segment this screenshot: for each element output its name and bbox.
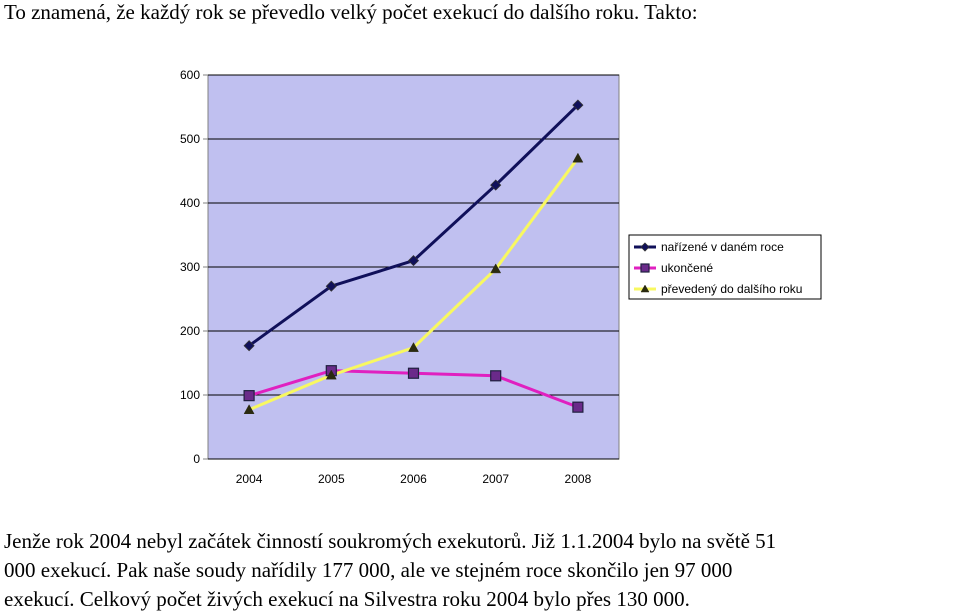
point-marker-diamond xyxy=(243,340,255,352)
point-marker-triangle xyxy=(490,263,502,274)
intro-text: To znamená, že každý rok se převedlo vel… xyxy=(4,0,698,24)
point-marker-triangle xyxy=(408,342,419,352)
point-marker-square xyxy=(243,390,255,402)
y-tick-label: 600 xyxy=(180,68,200,82)
legend-label: převedený do dalšího roku xyxy=(661,282,802,296)
paragraph-line-2: 000 exekucí. Pak naše soudy nařídily 177… xyxy=(4,558,733,582)
point-marker-triangle xyxy=(572,152,584,163)
point-marker-triangle xyxy=(640,284,650,293)
point-marker-diamond xyxy=(640,242,650,252)
paragraph-line-3: exekucí. Celkový počet živých exekucí na… xyxy=(4,587,690,611)
legend: nařízené v daném roce ukončené převedený d… xyxy=(628,234,822,300)
y-axis-ticks: 0 100 200 300 400 500 600 xyxy=(180,68,208,466)
point-marker-triangle xyxy=(325,369,337,380)
point-marker-triangle xyxy=(243,404,255,414)
point-marker-diamond xyxy=(490,179,502,191)
x-tick-label: 2007 xyxy=(482,472,509,486)
x-tick-label: 2006 xyxy=(400,472,427,486)
gridlines xyxy=(208,74,619,460)
point-marker-square xyxy=(490,370,502,382)
x-tick-label: 2008 xyxy=(565,472,592,486)
point-marker-diamond xyxy=(572,99,584,111)
line-chart: 0 100 200 300 400 500 600 2004 2005 2006 2007 2008… xyxy=(180,68,822,486)
legend-label: nařízené v daném roce xyxy=(661,240,784,254)
point-marker-square xyxy=(572,401,584,413)
y-tick-label: 400 xyxy=(180,196,200,210)
paragraph-line-1: Jenže rok 2004 nebyl začátek činností so… xyxy=(4,529,777,553)
y-tick-label: 200 xyxy=(180,324,200,338)
x-tick-label: 2005 xyxy=(318,472,345,486)
body-paragraph: Jenže rok 2004 nebyl začátek činností so… xyxy=(4,527,960,614)
x-tick-label: 2004 xyxy=(236,472,263,486)
y-tick-label: 0 xyxy=(193,452,200,466)
y-tick-label: 500 xyxy=(180,132,200,146)
legend-label: ukončené xyxy=(661,261,713,275)
series-markers xyxy=(243,99,584,414)
y-tick-label: 300 xyxy=(180,260,200,274)
x-axis-ticks: 2004 2005 2006 2007 2008 xyxy=(236,472,592,486)
legend-box xyxy=(628,234,822,300)
point-marker-diamond xyxy=(407,255,420,267)
point-marker-diamond xyxy=(325,280,337,292)
point-marker-square xyxy=(640,263,650,273)
y-tick-label: 100 xyxy=(180,388,200,402)
point-marker-square xyxy=(407,367,420,379)
